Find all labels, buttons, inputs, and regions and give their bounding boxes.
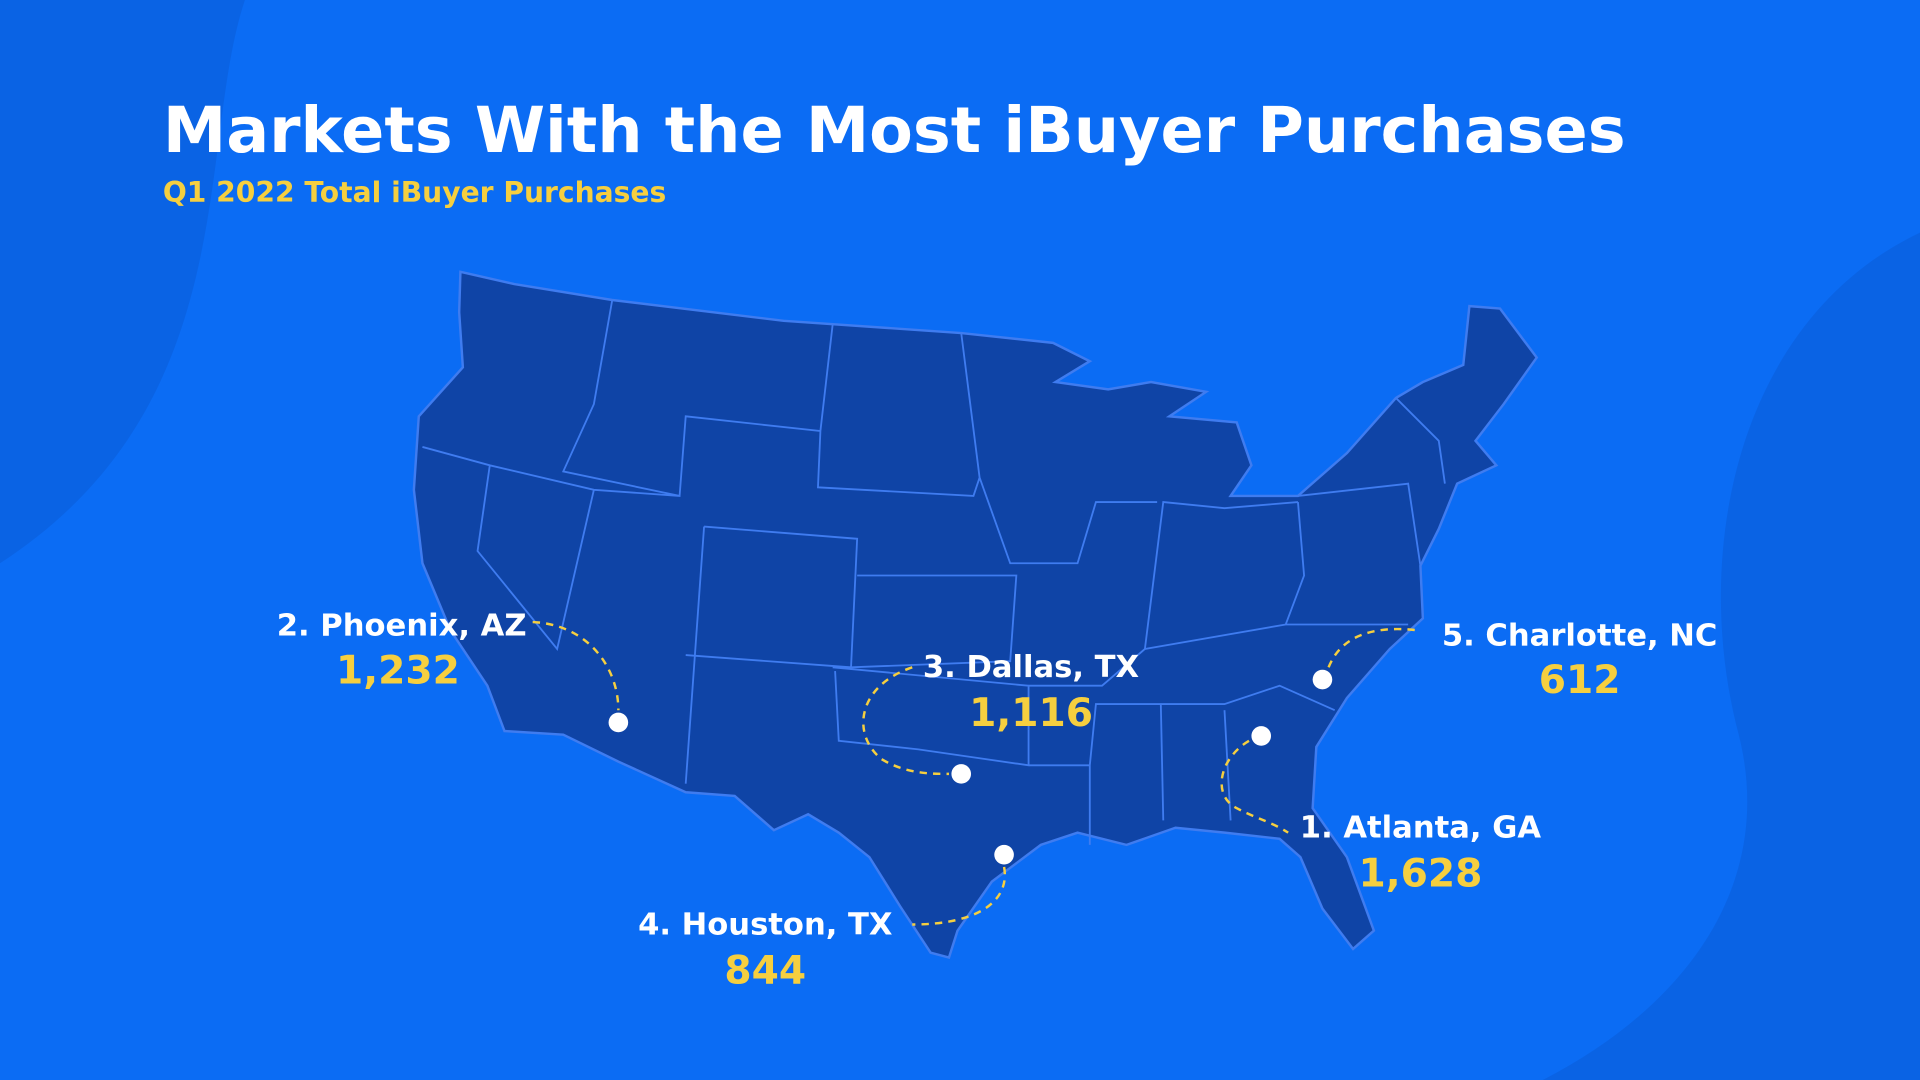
market-value: 1,232: [336, 648, 460, 693]
market-value: 1,116: [969, 691, 1093, 736]
market-label: 4. Houston, TX: [638, 907, 892, 942]
market-label: 5. Charlotte, NC: [1442, 618, 1718, 653]
market-label: 2. Phoenix, AZ: [277, 609, 527, 644]
city-dot: [994, 844, 1014, 865]
title: Markets With the Most iBuyer Purchases: [163, 94, 1626, 168]
city-dot: [1312, 669, 1333, 690]
city-dot: [951, 764, 972, 784]
city-dot: [1251, 726, 1272, 746]
connector: [532, 620, 620, 711]
us-outline: [412, 270, 1539, 960]
subtitle: Q1 2022 Total iBuyer Purchases: [163, 176, 666, 209]
market-label: 3. Dallas, TX: [923, 650, 1139, 685]
market-value: 612: [1539, 658, 1621, 703]
connector: [1327, 627, 1421, 668]
city-dot: [608, 712, 629, 733]
connectors: [532, 620, 1421, 926]
state-borders: [422, 299, 1446, 845]
market-value: 1,628: [1358, 852, 1482, 897]
connector: [862, 666, 949, 776]
market-value: 844: [724, 948, 806, 993]
market-label: 1. Atlanta, GA: [1300, 811, 1542, 846]
us-map: [412, 270, 1539, 960]
bg-blob: [1542, 232, 1920, 1080]
bg-blob: [0, 0, 245, 564]
market-labels: 1. Atlanta, GA 1,628 2. Phoenix, AZ 1,23…: [277, 609, 1718, 994]
